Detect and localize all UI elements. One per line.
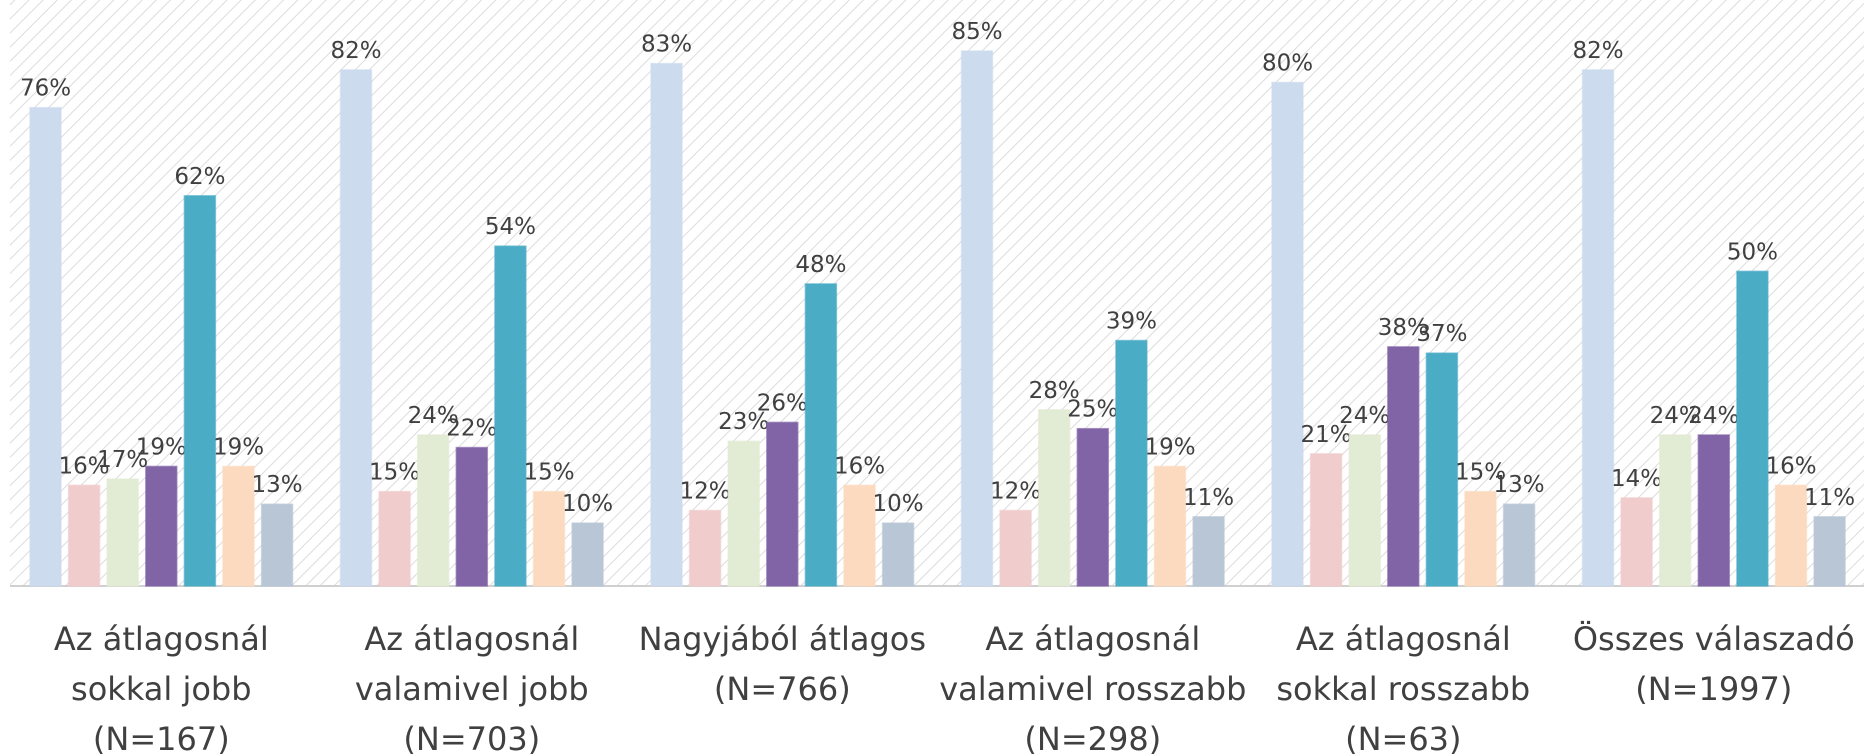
- bar: [1192, 516, 1225, 587]
- value-label: 28%: [1029, 378, 1080, 404]
- value-label: 19%: [1144, 434, 1195, 460]
- bar: [1387, 346, 1420, 587]
- value-label: 16%: [59, 453, 110, 479]
- bar: [804, 283, 838, 587]
- value-label: 15%: [523, 460, 574, 486]
- value-label: 48%: [795, 252, 846, 278]
- value-label: 82%: [330, 38, 381, 64]
- value-label: 62%: [174, 164, 225, 190]
- value-label: 24%: [408, 403, 459, 429]
- value-label: 25%: [1067, 397, 1118, 423]
- bar: [416, 434, 450, 587]
- value-label: 16%: [834, 453, 885, 479]
- bar: [1502, 503, 1536, 587]
- value-label: 10%: [562, 491, 613, 517]
- bar: [106, 478, 139, 587]
- bar: [494, 245, 527, 587]
- value-label: 15%: [1455, 460, 1506, 486]
- bar: [1774, 484, 1808, 587]
- bar: [1271, 81, 1304, 587]
- bar: [378, 490, 411, 587]
- bar: [260, 503, 294, 587]
- category-label: Az átlagosnál valamivel rosszabb (N=298): [939, 620, 1246, 754]
- bar: [1348, 434, 1381, 587]
- value-label: 12%: [990, 478, 1041, 504]
- plot-background: [10, 0, 1864, 586]
- value-label: 19%: [213, 434, 264, 460]
- value-label: 14%: [1611, 466, 1662, 492]
- value-label: 11%: [1804, 485, 1855, 511]
- value-label: 10%: [873, 491, 924, 517]
- bar: [455, 446, 489, 587]
- bar: [688, 509, 722, 587]
- bar: [183, 195, 217, 587]
- value-label: 23%: [718, 409, 769, 435]
- bar: [1464, 490, 1497, 587]
- bar: [1153, 465, 1187, 587]
- value-label: 85%: [951, 19, 1002, 45]
- value-label: 22%: [446, 416, 497, 442]
- bar: [960, 50, 994, 587]
- value-label: 16%: [1765, 453, 1816, 479]
- category-label: Az átlagosnál valamivel jobb (N=703): [355, 620, 589, 754]
- value-label: 54%: [485, 214, 536, 240]
- value-label: 17%: [97, 447, 148, 473]
- value-label: 76%: [20, 76, 71, 102]
- value-label: 12%: [680, 478, 731, 504]
- value-label: 13%: [1494, 472, 1545, 498]
- bar: [843, 484, 876, 587]
- bar: [1115, 339, 1148, 587]
- bar: [145, 465, 178, 587]
- value-label: 21%: [1301, 422, 1352, 448]
- value-label: 50%: [1727, 239, 1778, 265]
- category-label: Összes válaszadó (N=1997): [1573, 620, 1855, 708]
- bar: [1076, 427, 1110, 587]
- bar: [1736, 270, 1769, 587]
- value-label: 80%: [1262, 50, 1313, 76]
- bar: [881, 522, 915, 587]
- value-label: 13%: [252, 472, 303, 498]
- bar: [999, 509, 1032, 587]
- bar: [222, 465, 255, 587]
- value-label: 19%: [136, 434, 187, 460]
- category-label: Az átlagosnál sokkal jobb (N=167): [54, 620, 269, 754]
- bar: [1697, 434, 1731, 587]
- value-label: 24%: [1688, 403, 1739, 429]
- bar: [67, 484, 101, 587]
- value-label: 15%: [369, 460, 420, 486]
- category-label: Nagyjából átlagos (N=766): [639, 620, 926, 708]
- bar: [1581, 69, 1615, 587]
- value-label: 39%: [1106, 309, 1157, 335]
- value-label: 37%: [1416, 321, 1467, 347]
- bar: [571, 522, 604, 587]
- bar: [532, 490, 566, 587]
- value-label: 83%: [641, 32, 692, 58]
- value-label: 82%: [1572, 38, 1623, 64]
- category-label: Az átlagosnál sokkal rosszabb (N=63): [1276, 620, 1530, 754]
- value-label: 26%: [757, 390, 808, 416]
- value-label: 38%: [1378, 315, 1429, 341]
- bar: [766, 421, 799, 587]
- value-label: 24%: [1339, 403, 1390, 429]
- bar: [1658, 434, 1692, 587]
- bar: [29, 106, 62, 587]
- bar: [1425, 352, 1459, 587]
- bar: [1309, 453, 1343, 587]
- bar: [1813, 516, 1846, 587]
- bar: [727, 440, 760, 587]
- value-label: 24%: [1650, 403, 1701, 429]
- bar: [339, 69, 373, 587]
- value-label: 11%: [1183, 485, 1234, 511]
- bar: [1037, 409, 1071, 587]
- bar: [1620, 497, 1653, 587]
- bar: [650, 62, 683, 587]
